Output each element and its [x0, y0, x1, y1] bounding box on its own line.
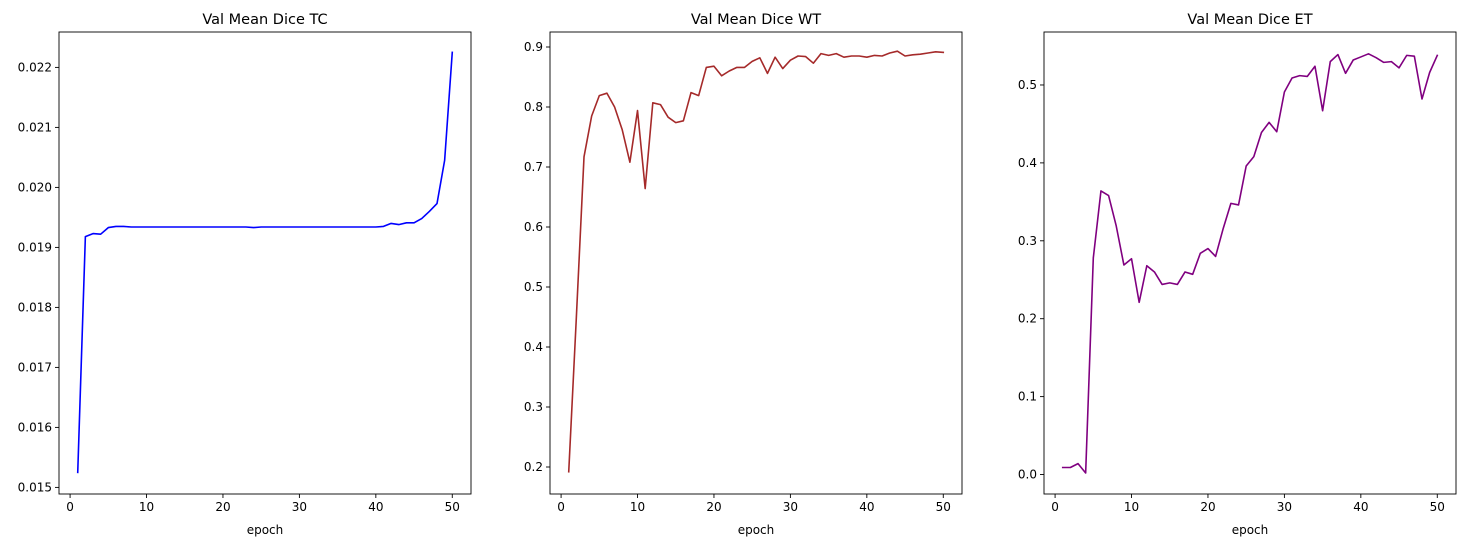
axes-frame [1043, 31, 1457, 495]
x-tick-label: 50 [1430, 500, 1445, 514]
y-tick-label: 0.020 [18, 180, 52, 194]
x-tick-label: 10 [630, 500, 645, 514]
y-tick-label: 0.1 [1018, 390, 1037, 404]
axes-frame [58, 31, 472, 495]
x-tick-label: 0 [1051, 500, 1059, 514]
x-tick-label: 10 [139, 500, 154, 514]
chart-title: Val Mean Dice TC [202, 12, 327, 28]
x-tick-label: 20 [706, 500, 721, 514]
x-tick-label: 0 [66, 500, 74, 514]
y-tick-label: 0.4 [524, 340, 543, 354]
x-tick-label: 40 [859, 500, 874, 514]
x-tick-label: 30 [783, 500, 798, 514]
x-tick-label: 20 [215, 500, 230, 514]
y-tick-label: 0.019 [18, 240, 52, 254]
y-tick-label: 0.7 [524, 160, 543, 174]
y-tick-label: 0.8 [524, 100, 543, 114]
y-tick-label: 0.2 [524, 460, 543, 474]
x-tick-label: 30 [292, 500, 307, 514]
y-tick-label: 0.3 [1018, 234, 1037, 248]
y-tick-label: 0.017 [18, 360, 52, 374]
chart-panel-1: 0 10 20 30 40 50 0.015 0.016 0.017 0.018 0.019 0.02… [18, 12, 472, 537]
y-tick-label: 0.022 [18, 60, 52, 74]
y-tick-label: 0.021 [18, 120, 52, 134]
chart-panel-2: 0 10 20 30 40 50 0.2 0.3 0.4 0.5 0.6 0.7 0.8 0.9 Val M… [524, 12, 963, 537]
y-tick-label: 0.015 [18, 480, 52, 494]
y-tick-label: 0.016 [18, 420, 52, 434]
y-tick-label: 0.018 [18, 300, 52, 314]
series-line [76, 51, 454, 474]
x-axis-label: epoch [738, 523, 775, 537]
x-tick-label: 50 [936, 500, 951, 514]
x-tick-label: 30 [1277, 500, 1292, 514]
y-tick-label: 0.5 [1018, 78, 1037, 92]
y-tick-label: 0.3 [524, 400, 543, 414]
chart-title: Val Mean Dice WT [691, 12, 821, 28]
y-tick-label: 0.6 [524, 220, 543, 234]
chart-title: Val Mean Dice ET [1187, 12, 1312, 28]
x-tick-label: 40 [368, 500, 383, 514]
x-axis-label: epoch [247, 523, 284, 537]
y-tick-label: 0.0 [1018, 468, 1037, 482]
x-axis-label: epoch [1232, 523, 1269, 537]
series-line [1061, 53, 1439, 474]
y-tick-label: 0.5 [524, 280, 543, 294]
x-tick-label: 20 [1200, 500, 1215, 514]
y-tick-label: 0.4 [1018, 156, 1037, 170]
axes-frame [549, 31, 963, 495]
x-tick-label: 50 [445, 500, 460, 514]
y-tick-label: 0.2 [1018, 312, 1037, 326]
chart-panel-3: 0 10 20 30 40 50 0.0 0.1 0.2 0.3 0.4 0.5 Val Mean Di… [1018, 12, 1457, 537]
x-tick-label: 40 [1353, 500, 1368, 514]
series-line [567, 50, 945, 473]
x-tick-label: 0 [557, 500, 565, 514]
x-tick-label: 10 [1124, 500, 1139, 514]
y-tick-label: 0.9 [524, 40, 543, 54]
